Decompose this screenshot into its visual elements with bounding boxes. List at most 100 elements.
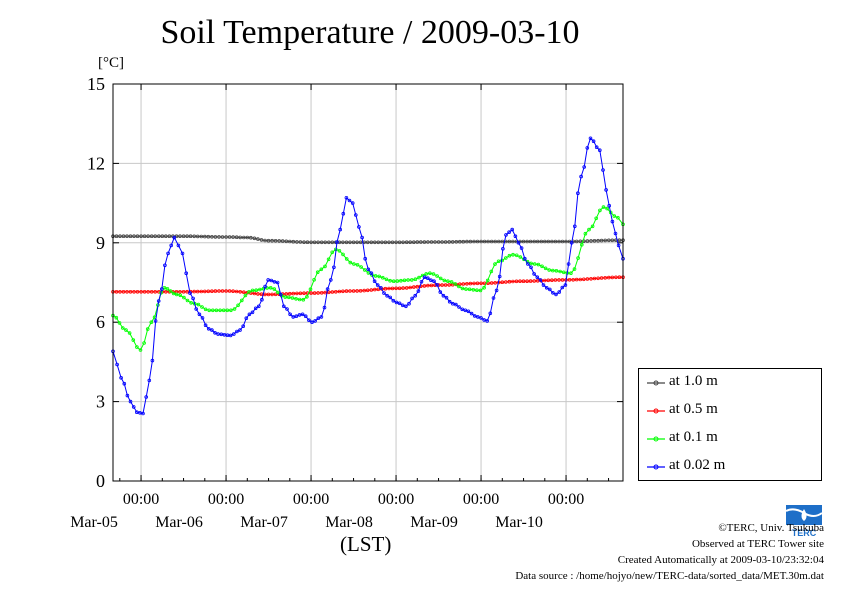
data-point: [366, 267, 371, 272]
data-point: [153, 234, 158, 239]
data-point: [579, 174, 583, 179]
data-point: [380, 240, 384, 245]
data-point: [341, 211, 346, 216]
y-tick-label: 0: [96, 471, 105, 491]
data-point: [394, 300, 399, 305]
data-point: [275, 280, 280, 285]
data-point: [416, 289, 421, 293]
data-point: [479, 281, 483, 286]
data-point: [310, 320, 314, 325]
data-point: [466, 309, 471, 314]
data-point: [128, 234, 133, 239]
data-point: [616, 243, 621, 248]
data-point: [610, 275, 615, 280]
data-point: [409, 278, 414, 282]
data-point: [457, 239, 462, 244]
data-point: [235, 329, 239, 334]
data-point: [503, 256, 508, 260]
data-point: [153, 289, 158, 294]
data-point: [574, 277, 579, 282]
data-point: [365, 240, 370, 245]
data-point: [365, 288, 370, 293]
data-point: [184, 271, 189, 276]
data-point: [440, 283, 444, 287]
data-point: [460, 286, 465, 291]
data-point: [284, 239, 289, 244]
data-point: [397, 286, 402, 291]
data-point: [525, 239, 529, 244]
data-point: [465, 281, 469, 286]
data-point: [528, 239, 533, 244]
data-point: [145, 327, 150, 331]
data-point: [341, 252, 345, 257]
data-point: [500, 239, 505, 244]
data-point: [558, 269, 562, 274]
data-point: [124, 328, 128, 332]
data-point: [362, 268, 367, 272]
data-point: [612, 214, 617, 218]
data-point: [114, 234, 119, 239]
data-point: [247, 312, 252, 317]
data-point: [330, 240, 335, 245]
data-point: [603, 275, 607, 280]
credit-source: Data source : /home/hojyo/new/TERC-data/…: [515, 570, 824, 582]
data-point: [236, 303, 240, 308]
data-point: [181, 289, 186, 294]
data-point: [438, 290, 443, 294]
series-line: [113, 276, 623, 295]
data-point: [263, 284, 267, 289]
data-point: [167, 234, 172, 239]
data-point: [479, 316, 483, 320]
data-point: [482, 239, 487, 244]
data-point: [213, 235, 218, 239]
data-point: [596, 238, 600, 243]
data-point: [285, 307, 289, 311]
data-point: [135, 410, 139, 415]
data-point: [432, 279, 436, 284]
data-point: [363, 256, 368, 261]
data-point: [348, 240, 352, 245]
plot-frame: [112, 83, 624, 482]
data-point: [469, 311, 474, 316]
data-point: [210, 235, 214, 239]
data-point: [606, 238, 611, 243]
data-point: [238, 289, 243, 294]
data-point: [243, 293, 248, 298]
data-point: [376, 240, 381, 245]
data-point: [229, 308, 233, 313]
data-point: [387, 286, 391, 291]
data-point: [516, 241, 521, 245]
data-point: [428, 271, 432, 276]
data-point: [301, 297, 306, 302]
data-point: [350, 201, 355, 205]
data-point: [142, 289, 147, 294]
data-point: [344, 240, 349, 245]
data-point: [247, 289, 251, 294]
data-point: [252, 236, 257, 241]
data-point: [592, 276, 597, 281]
data-point: [227, 235, 232, 239]
data-point: [149, 234, 154, 239]
data-point: [281, 304, 286, 309]
data-point: [479, 239, 483, 244]
data-point: [518, 255, 523, 259]
data-point: [196, 302, 201, 307]
data-point: [399, 278, 403, 283]
data-point: [471, 287, 476, 292]
y-tick-label: 3: [96, 392, 105, 412]
y-tick-label: 12: [87, 153, 105, 173]
data-point: [475, 281, 480, 286]
data-point: [467, 287, 472, 292]
data-point: [273, 292, 278, 297]
data-point: [266, 278, 271, 282]
data-point: [438, 276, 443, 281]
data-point: [491, 296, 496, 300]
data-point: [358, 288, 363, 293]
data-point: [504, 233, 508, 237]
data-point: [616, 215, 620, 220]
data-point: [493, 239, 498, 244]
data-point: [578, 239, 583, 244]
series-4: [111, 136, 625, 416]
data-point: [532, 272, 536, 276]
data-point: [157, 234, 161, 239]
